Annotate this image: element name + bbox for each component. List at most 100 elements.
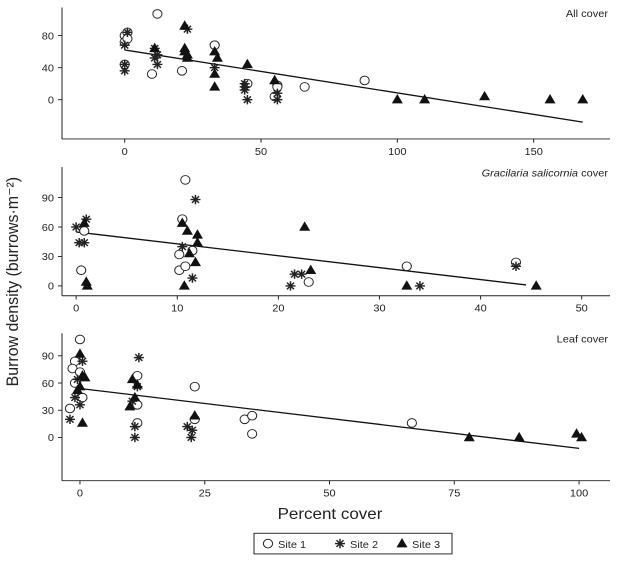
site3-point — [78, 217, 90, 227]
site1-point — [401, 261, 412, 272]
x-tick-label: 50 — [323, 488, 335, 500]
y-tick-label: 40 — [42, 63, 54, 75]
asterisk-stroke — [183, 422, 192, 431]
asterisk-stroke — [130, 422, 139, 431]
series-site-1 — [119, 9, 370, 102]
x-tick-label: 25 — [199, 488, 211, 500]
site2-point — [129, 421, 140, 432]
site2-point — [79, 238, 90, 248]
asterisk-stroke — [130, 433, 139, 442]
site1-point — [174, 249, 185, 260]
asterisk-stroke — [123, 28, 132, 37]
asterisk-stroke — [210, 63, 219, 72]
site2-point — [190, 194, 201, 205]
site3-point — [189, 410, 201, 420]
legend-label: Site 3 — [412, 539, 440, 551]
site1-point — [180, 175, 191, 185]
site3-point — [571, 428, 583, 438]
panel-title-italic: Gracilaria salicornia — [482, 168, 579, 180]
asterisk-stroke — [273, 89, 282, 98]
site1-point — [74, 334, 86, 345]
site2-point — [187, 273, 198, 283]
y-tick-label: 60 — [42, 378, 54, 390]
site3-point — [124, 400, 136, 411]
series-site-3 — [78, 217, 542, 290]
site3-point — [183, 247, 195, 258]
site1-point — [247, 410, 258, 421]
panel-title-text: Leaf cover — [557, 334, 609, 346]
site3-point — [76, 417, 88, 427]
asterisk-stroke — [290, 270, 299, 278]
site1-point — [247, 429, 258, 439]
x-tick-label: 75 — [448, 488, 460, 500]
site2-point — [77, 356, 88, 366]
site3-point — [189, 256, 201, 267]
site3-point — [209, 81, 221, 91]
x-tick-label: 100 — [570, 488, 588, 500]
site1-point — [64, 403, 76, 414]
asterisk-stroke — [120, 60, 129, 69]
legend-entry-site-3: Site 3 — [396, 537, 440, 551]
x-tick-label: 40 — [474, 303, 486, 315]
asterisk-stroke — [153, 60, 162, 69]
site1-point — [79, 226, 90, 236]
site3-point — [79, 371, 91, 382]
regression-line — [124, 49, 583, 123]
site2-point — [272, 88, 283, 98]
x-tick-label: 20 — [272, 303, 284, 315]
site3-point — [269, 74, 281, 85]
site1-point — [303, 277, 314, 287]
series-site-3 — [71, 348, 588, 442]
site3-point — [576, 431, 588, 442]
site3-point — [71, 384, 83, 395]
site2-point — [74, 400, 85, 410]
y-tick-label: 90 — [42, 351, 54, 363]
regression-line — [79, 387, 580, 450]
site3-point — [176, 217, 188, 227]
y-tick-label: 0 — [48, 281, 54, 293]
asterisk-stroke — [65, 415, 75, 424]
asterisk-stroke — [75, 400, 85, 409]
site3-point — [74, 348, 86, 358]
asterisk-stroke — [78, 357, 87, 366]
asterisk-stroke — [297, 270, 306, 278]
site3-point — [419, 94, 431, 104]
site3-point — [299, 221, 311, 231]
series-site-1 — [76, 175, 522, 287]
series-site-3 — [149, 20, 589, 104]
asterisk-stroke — [120, 67, 129, 75]
legend-entry-site-2: Site 2 — [335, 538, 378, 551]
legend-filled-triangle-icon — [396, 537, 408, 548]
site3-point — [209, 68, 221, 78]
site1-point — [176, 66, 188, 76]
asterisk-stroke — [415, 282, 424, 290]
site3-point — [577, 94, 589, 104]
x-tick-label: 0 — [73, 303, 79, 315]
site3-point — [131, 379, 143, 389]
site3-point — [463, 431, 475, 442]
site3-point — [305, 264, 317, 274]
site2-point — [239, 78, 250, 89]
panel-title: Gracilaria salicornia cover — [482, 168, 609, 180]
site2-point — [186, 432, 197, 443]
legend-label: Site 2 — [350, 539, 378, 551]
x-tick-label: 100 — [388, 146, 406, 158]
y-tick-label: 80 — [42, 31, 54, 43]
site3-point — [191, 229, 203, 239]
site2-point — [510, 261, 521, 271]
site3-point — [191, 237, 203, 247]
site2-point — [296, 269, 307, 279]
site1-point — [152, 9, 163, 19]
panel-title-text: All cover — [566, 8, 609, 20]
panels: 0 50 100 150 0 40 80 All cover 0 10 20 30 40 50 0 30 60 9… — [42, 7, 610, 500]
site3-point — [178, 280, 190, 290]
series-site-2 — [71, 194, 521, 291]
panel-2: 0 10 20 30 40 50 0 30 60 90 Gracilaria salicornia … — [42, 167, 610, 315]
asterisk-stroke — [178, 242, 187, 251]
site3-point — [179, 20, 191, 30]
site3-point — [181, 52, 193, 62]
legend: Site 1 Site 2 Site 3 — [253, 532, 453, 555]
asterisk-stroke — [120, 41, 129, 49]
site2-point — [122, 27, 133, 38]
